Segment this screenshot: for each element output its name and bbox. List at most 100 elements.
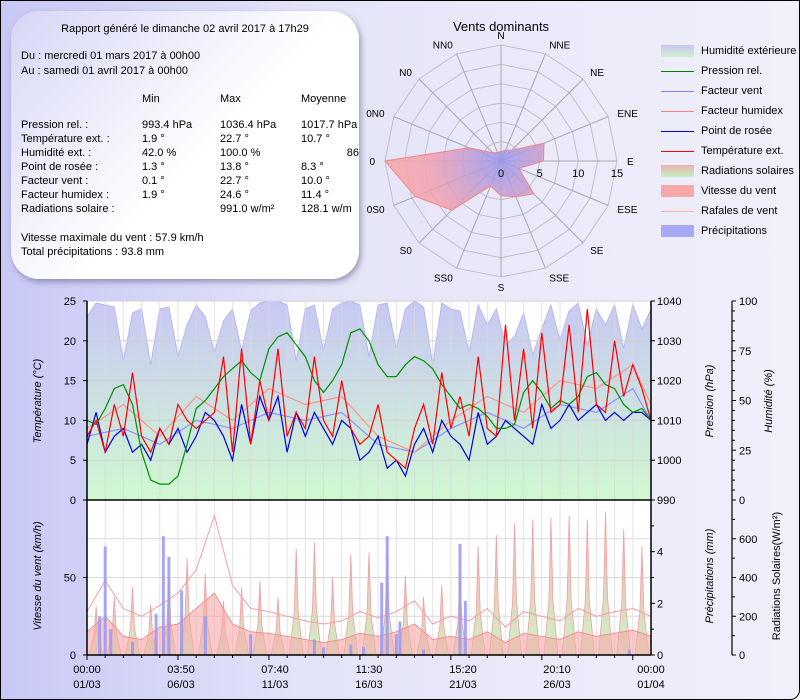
precipitation-bar — [322, 647, 325, 656]
legend-swatch — [661, 130, 694, 132]
precipitation-bar — [312, 639, 316, 655]
series-line-point-de-ros-e — [86, 394, 652, 478]
x-tick-time-label: 00:00 — [637, 664, 665, 676]
wind-gust-line — [86, 513, 652, 628]
wind-direction-label: S0 — [400, 246, 413, 257]
summary-row-max: 1036.4 hPa — [220, 119, 277, 131]
legend-label: Facteur vent — [701, 85, 763, 97]
wind-speed-tick-label: 0 — [70, 650, 76, 662]
legend-label: Humidité extérieure — [701, 45, 797, 57]
summary-row-label: Facteur humidex : — [21, 189, 110, 201]
wind-direction-label: ENE — [617, 109, 638, 120]
wind-direction-label: N0 — [399, 68, 412, 79]
summary-row-max: 24.6 ° — [220, 189, 249, 201]
precipitation-bar — [627, 649, 631, 655]
temperature-tick-label: 20 — [64, 336, 76, 348]
legend-swatch — [661, 45, 694, 57]
header-avg: Moyenne — [301, 93, 347, 105]
wind-direction-label: NE — [590, 68, 604, 79]
radiation-tick-label: 400 — [739, 573, 757, 585]
x-tick-time-label: 03:50 — [167, 664, 195, 676]
legend-swatch — [661, 90, 694, 92]
wind-rose-title: Vents dominants — [453, 19, 550, 34]
wind-speed-tick-label: 50 — [64, 573, 76, 585]
wind-rose-spoke — [456, 53, 502, 162]
humidity-tick-label: 25 — [739, 445, 751, 457]
legend-item: Radiations solaires — [661, 161, 796, 181]
legend-swatch — [661, 210, 694, 212]
legend-item: Humidité extérieure — [661, 41, 796, 61]
humidity-tick-label: 75 — [739, 346, 751, 358]
summary-row-max: 13.8 ° — [220, 161, 249, 173]
precipitation-bar — [131, 642, 134, 655]
legend-label: Température ext. — [701, 145, 784, 157]
x-tick-time-label: 20:10 — [543, 664, 571, 676]
temperature-axis-title: Température (°C) — [32, 358, 44, 443]
summary-row-label: Pression rel. : — [21, 119, 89, 131]
precipitation-bar — [103, 546, 107, 655]
series-line-facteur-vent — [86, 387, 652, 453]
humidity-area — [86, 300, 652, 501]
wind-rose-tick-label: 0 — [498, 168, 504, 180]
legend-label: Pression rel. — [701, 65, 763, 77]
summary-row-max: 991.0 w/m² — [220, 203, 275, 215]
precipitation-bar — [180, 590, 184, 655]
precipitation-bar — [167, 556, 171, 655]
summary-row-min: 0.1 ° — [142, 175, 165, 187]
legend-item: Pression rel. — [661, 61, 796, 81]
summary-row-label: Température ext. : — [21, 133, 110, 145]
legend-item: Précipitations — [661, 221, 796, 241]
x-tick-time-label: 11:30 — [356, 664, 383, 676]
summary-panel: Rapport généré le dimanche 02 avril 2017… — [11, 11, 359, 279]
pressure-tick-label: 1030 — [657, 336, 681, 348]
precipitation-bar — [394, 634, 398, 655]
wind-speed-area — [86, 592, 652, 656]
wind-direction-label: NNE — [549, 41, 570, 52]
legend-swatch — [661, 150, 694, 152]
legend-item: Vitesse du vent — [661, 181, 796, 201]
summary-row-avg: 10.0 ° — [301, 175, 330, 187]
legend-label: Point de rosée — [701, 125, 772, 137]
wind-direction-label: 0N0 — [366, 109, 385, 120]
precipitation-bar — [109, 629, 113, 655]
legend-item: Rafales de vent — [661, 201, 796, 221]
precipitation-bar — [422, 649, 426, 655]
x-tick-date-label: 06/03 — [167, 679, 195, 691]
header-max: Max — [220, 93, 241, 105]
summary-row-min: 42.0 % — [142, 147, 177, 159]
legend-swatch — [661, 70, 694, 72]
humidity-tick-label: 100 — [739, 296, 757, 308]
temperature-tick-label: 5 — [70, 455, 76, 467]
legend-item: Point de rosée — [661, 121, 796, 141]
wind-rose-spoke — [418, 78, 502, 162]
summary-row-label: Radiations solaire : — [21, 203, 115, 215]
wind-rose-tick-label: 5 — [537, 168, 543, 180]
summary-row-avg: 1017.7 hPa — [301, 119, 358, 131]
series-line-temp-rature-ext- — [86, 308, 652, 470]
summary-row-label: Humidité ext. : — [21, 147, 92, 159]
wind-direction-label: E — [627, 157, 634, 168]
radiation-tick-label: 200 — [739, 611, 757, 623]
x-tick-date-label: 16/03 — [355, 679, 383, 691]
legend-label: Vitesse du vent — [701, 185, 777, 197]
precipitation-axis-title: Précipitations (mm) — [704, 528, 716, 623]
pressure-tick-label: 1040 — [657, 296, 681, 308]
wind-direction-label: NN0 — [433, 41, 453, 52]
max-wind-speed: Vitesse maximale du vent : 57.9 km/h — [21, 232, 204, 244]
temperature-tick-label: 25 — [64, 296, 76, 308]
x-tick-time-label: 15:20 — [449, 664, 477, 676]
x-tick-time-label: 07:40 — [261, 664, 289, 676]
legend-item: Température ext. — [661, 141, 796, 161]
pressure-tick-label: 1020 — [657, 376, 681, 388]
chart-legend: Humidité extérieure Pression rel. Facteur … — [661, 41, 796, 241]
precipitation-bar — [398, 621, 402, 655]
precipitation-bar — [203, 616, 207, 656]
wind-direction-label: N — [497, 31, 504, 42]
precipitation-bar — [98, 616, 102, 656]
precipitation-tick-label: 4 — [657, 547, 663, 559]
summary-row-max: 22.7 ° — [220, 133, 249, 145]
summary-row-avg: 10.7 ° — [301, 133, 330, 145]
period-to: Au : samedi 01 avril 2017 à 00h00 — [21, 65, 188, 77]
legend-swatch — [661, 165, 694, 177]
wind-direction-label: SE — [590, 246, 604, 257]
